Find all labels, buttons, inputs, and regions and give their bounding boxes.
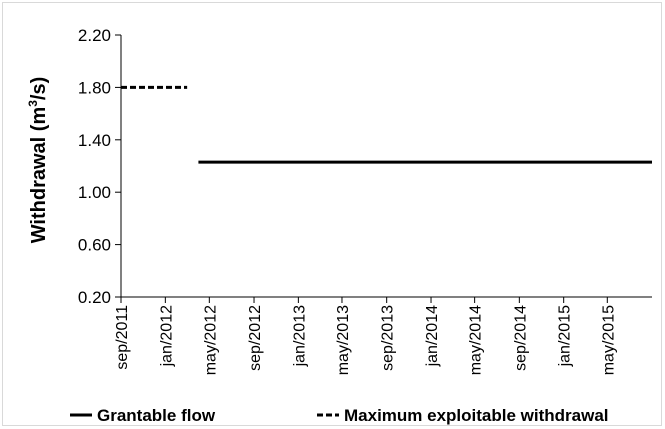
x-tick-label: jan/2012 (158, 305, 175, 367)
legend-label-maximum-exploitable-withdrawal: Maximum exploitable withdrawal (344, 406, 609, 425)
legend: Grantable flow Maximum exploitable withd… (70, 406, 609, 425)
y-tick-label: 1.80 (78, 78, 111, 97)
y-axis-title: Withdrawal (m3/s) (26, 77, 50, 244)
x-tick-label: jan/2013 (291, 305, 308, 367)
y-tick-label: 1.40 (78, 131, 111, 150)
y-tick-label: 1.00 (78, 183, 111, 202)
x-tick-label: sep/2014 (512, 305, 529, 371)
x-tick-label: may/2015 (600, 305, 617, 375)
x-tick-label: sep/2013 (380, 305, 397, 371)
y-ticks: 0.20 0.60 1.00 1.40 1.80 2.20 (78, 26, 121, 307)
legend-label-grantable-flow: Grantable flow (97, 406, 216, 425)
series-layer (121, 85, 652, 164)
y-tick-label: 0.60 (78, 236, 111, 255)
x-tick-label: sep/2011 (114, 305, 131, 370)
x-tick-label: may/2014 (468, 305, 485, 375)
x-tick-label: sep/2012 (247, 305, 264, 371)
x-tick-label: may/2013 (335, 305, 352, 375)
x-tick-label: may/2012 (202, 305, 219, 375)
y-tick-label: 0.20 (78, 288, 111, 307)
x-ticks: sep/2011 jan/2012 may/2012 sep/2012 jan/2013… (114, 297, 617, 375)
x-tick-label: jan/2014 (424, 305, 441, 367)
y-tick-label: 2.20 (78, 26, 111, 45)
x-tick-label: jan/2015 (557, 305, 574, 367)
